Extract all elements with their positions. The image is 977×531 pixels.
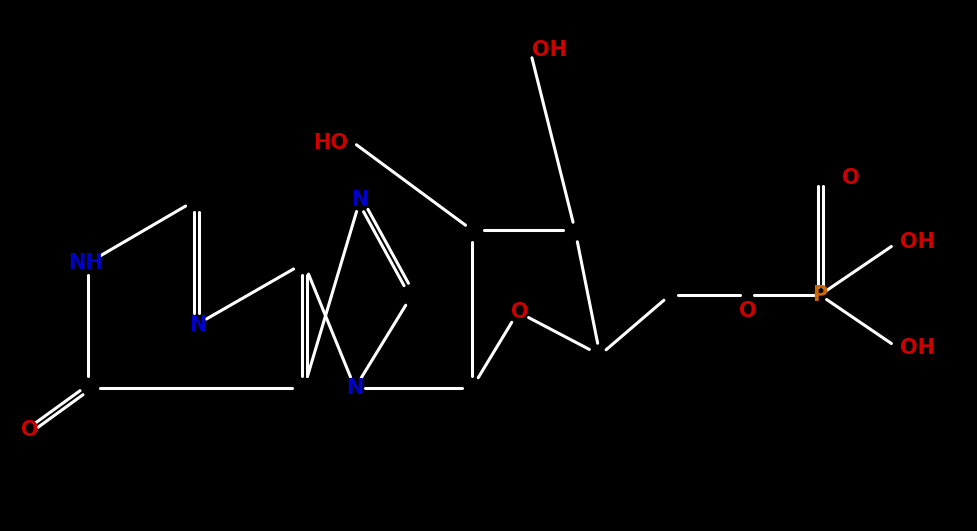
Text: NH: NH (68, 253, 104, 273)
Text: HO: HO (313, 133, 348, 153)
Text: N: N (346, 378, 363, 398)
Text: N: N (190, 315, 206, 335)
Text: N: N (351, 190, 368, 210)
Text: O: O (739, 301, 756, 321)
Text: O: O (21, 420, 39, 440)
Text: P: P (812, 285, 827, 305)
Text: OH: OH (899, 232, 934, 252)
Text: O: O (511, 302, 529, 322)
Text: OH: OH (531, 40, 567, 60)
Text: OH: OH (899, 338, 934, 358)
Text: O: O (841, 168, 859, 188)
